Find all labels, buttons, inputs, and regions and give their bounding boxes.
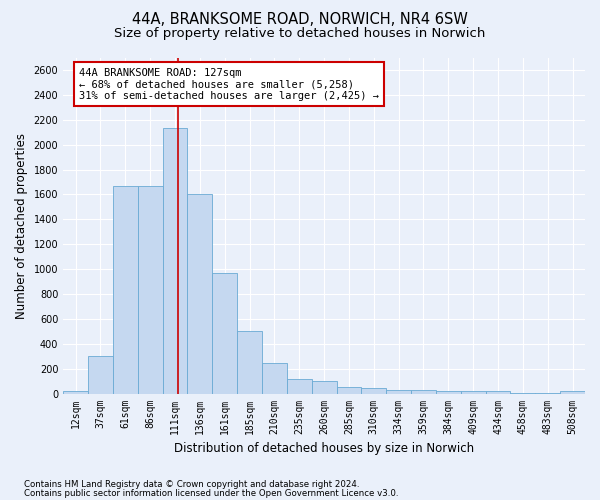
Bar bbox=[113, 186, 138, 394]
Bar bbox=[163, 128, 187, 394]
Bar bbox=[287, 378, 311, 394]
Text: Size of property relative to detached houses in Norwich: Size of property relative to detached ho… bbox=[115, 28, 485, 40]
Bar bbox=[212, 273, 237, 394]
Bar bbox=[187, 194, 212, 394]
Bar bbox=[535, 393, 560, 394]
Bar bbox=[560, 391, 585, 394]
Bar bbox=[138, 186, 163, 394]
Bar bbox=[63, 391, 88, 394]
Y-axis label: Number of detached properties: Number of detached properties bbox=[15, 132, 28, 318]
Bar bbox=[411, 390, 436, 394]
Text: 44A, BRANKSOME ROAD, NORWICH, NR4 6SW: 44A, BRANKSOME ROAD, NORWICH, NR4 6SW bbox=[132, 12, 468, 28]
Bar bbox=[436, 391, 461, 394]
Bar bbox=[485, 391, 511, 394]
Bar bbox=[386, 390, 411, 394]
Bar bbox=[311, 381, 337, 394]
Text: Contains public sector information licensed under the Open Government Licence v3: Contains public sector information licen… bbox=[24, 490, 398, 498]
Text: Contains HM Land Registry data © Crown copyright and database right 2024.: Contains HM Land Registry data © Crown c… bbox=[24, 480, 359, 489]
Bar bbox=[88, 356, 113, 394]
Bar bbox=[262, 363, 287, 394]
Bar bbox=[237, 332, 262, 394]
Bar bbox=[511, 393, 535, 394]
X-axis label: Distribution of detached houses by size in Norwich: Distribution of detached houses by size … bbox=[174, 442, 474, 455]
Bar bbox=[337, 388, 361, 394]
Bar bbox=[461, 391, 485, 394]
Text: 44A BRANKSOME ROAD: 127sqm
← 68% of detached houses are smaller (5,258)
31% of s: 44A BRANKSOME ROAD: 127sqm ← 68% of deta… bbox=[79, 68, 379, 101]
Bar bbox=[361, 388, 386, 394]
